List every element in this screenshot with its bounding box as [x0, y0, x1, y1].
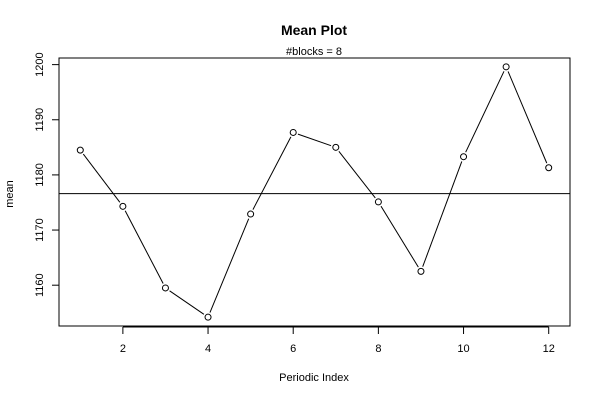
x-tick-label: 12	[543, 343, 555, 355]
series-line-segment	[297, 133, 332, 147]
x-tick-label: 6	[290, 343, 296, 355]
y-tick-label: 1190	[34, 108, 46, 132]
series-line-segment	[465, 71, 505, 153]
y-tick-label: 1180	[34, 163, 46, 187]
y-tick-label: 1170	[34, 218, 46, 242]
y-tick-label: 1160	[34, 273, 46, 297]
data-point	[502, 63, 510, 71]
data-point	[247, 210, 255, 218]
plot-frame	[58, 57, 571, 327]
series-line-segment	[422, 161, 463, 267]
series-line-segment	[82, 153, 121, 203]
data-point	[119, 202, 127, 210]
x-tick-label: 8	[375, 343, 381, 355]
data-point	[161, 284, 169, 292]
plot-area: 2 4 6 8 10 12 1160 1170 1180 1190 1200	[34, 52, 571, 355]
series-line-segment	[380, 205, 419, 268]
x-tick-label: 4	[205, 343, 211, 355]
x-tick-label: 10	[457, 343, 469, 355]
x-axis-label: Periodic Index	[279, 372, 349, 384]
data-point	[332, 143, 340, 151]
series-line-segment	[252, 136, 292, 210]
y-axis-label: mean	[4, 180, 16, 208]
data-point	[289, 128, 297, 136]
data-point	[204, 313, 212, 321]
series-line-segment	[338, 150, 376, 199]
data-point	[374, 198, 382, 206]
data-point	[545, 164, 553, 172]
series-line-segment	[169, 290, 205, 315]
series-line-segment	[209, 218, 250, 313]
data-point	[76, 146, 84, 154]
series-line-segment	[124, 210, 164, 284]
chart-subtitle: #blocks = 8	[286, 46, 342, 58]
x-tick-label: 2	[120, 343, 126, 355]
data-point	[460, 153, 468, 161]
y-tick-label: 1200	[34, 52, 46, 76]
series-line-segment	[507, 71, 548, 164]
data-point	[417, 267, 425, 275]
chart-title: Mean Plot	[281, 22, 347, 38]
